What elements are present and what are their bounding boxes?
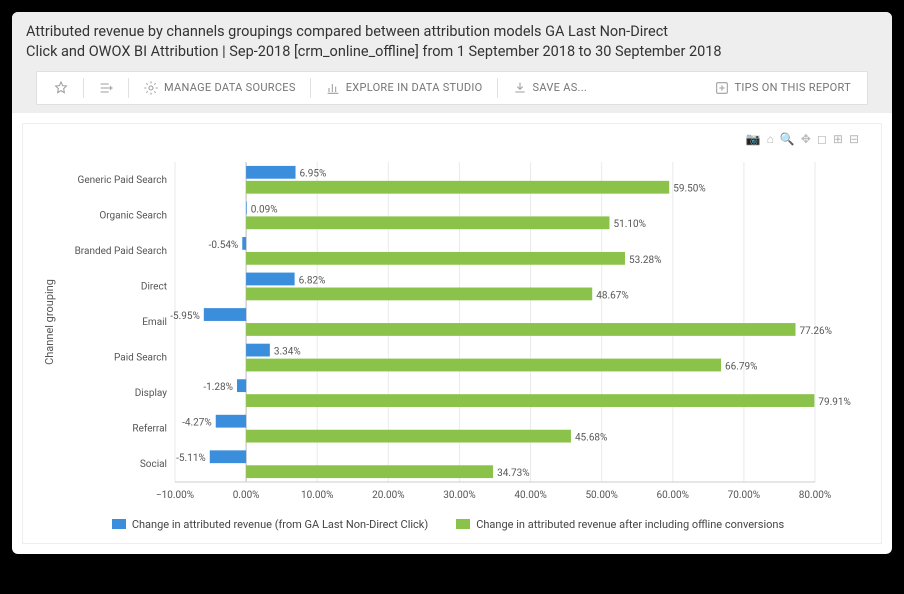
download-icon [512,80,528,96]
svg-text:30.00%: 30.00% [443,490,475,501]
chart-icon [325,80,341,96]
svg-text:50.00%: 50.00% [585,490,617,501]
svg-text:0.00%: 0.00% [233,490,260,501]
svg-text:Channel grouping: Channel grouping [43,279,56,365]
title-line-1: Attributed revenue by channels groupings… [26,22,878,42]
tips-button[interactable]: TIPS ON THIS REPORT [706,76,860,100]
compare-icon [98,80,114,96]
svg-text:Referral: Referral [132,422,167,434]
legend-swatch-1 [112,519,126,529]
legend-label-2: Change in attributed revenue after inclu… [476,518,784,531]
svg-text:51.10%: 51.10% [613,219,645,230]
svg-text:60.00%: 60.00% [657,490,689,501]
compare-button[interactable] [90,76,122,100]
svg-text:Branded Paid Search: Branded Paid Search [75,245,167,256]
zoom-out-icon[interactable]: ⊟ [849,132,859,146]
toolbar-divider [83,78,84,98]
svg-text:53.28%: 53.28% [629,254,661,265]
explore-button[interactable]: EXPLORE IN DATA STUDIO [317,76,491,100]
toolbar-divider [128,78,129,98]
plus-box-icon [714,80,730,96]
svg-text:70.00%: 70.00% [728,490,760,501]
svg-text:20.00%: 20.00% [372,490,404,501]
legend-swatch-2 [456,519,470,529]
svg-text:-1.28%: -1.28% [203,382,233,393]
svg-text:59.50%: 59.50% [673,183,705,194]
svg-text:-4.27%: -4.27% [182,417,212,428]
report-frame: Attributed revenue by channels groupings… [12,12,892,554]
star-button[interactable] [45,76,77,100]
svg-text:34.73%: 34.73% [497,468,529,479]
toolbar-divider [497,78,498,98]
svg-text:40.00%: 40.00% [514,490,546,501]
svg-text:77.26%: 77.26% [800,325,832,336]
report-header: Attributed revenue by channels groupings… [12,12,892,113]
svg-text:45.68%: 45.68% [575,432,607,443]
svg-text:66.79%: 66.79% [725,361,757,372]
svg-text:Social: Social [140,459,167,470]
tips-label: TIPS ON THIS REPORT [735,81,852,94]
svg-text:Direct: Direct [141,281,167,292]
pan-icon[interactable]: ✥ [801,132,811,146]
gear-icon [143,80,159,96]
svg-text:6.82%: 6.82% [299,275,326,286]
svg-text:Email: Email [142,317,167,328]
camera-icon[interactable]: 📷 [746,132,761,146]
toolbar-divider [310,78,311,98]
explore-label: EXPLORE IN DATA STUDIO [346,81,483,94]
zoom-in-icon[interactable]: ⊞ [833,132,843,146]
bar-chart: −10.00% 0.00% 10.00% 20.00% 30.00% 40.00% 50.0… [35,132,855,512]
chart-modebar: 📷 ⌂ 🔍 ✥ ◻ ⊞ ⊟ [746,132,859,146]
star-icon [53,80,69,96]
svg-text:10.00%: 10.00% [301,490,333,501]
legend: Change in attributed revenue (from GA La… [35,512,861,533]
svg-text:79.91%: 79.91% [818,397,850,408]
svg-text:-5.95%: -5.95% [170,311,200,322]
svg-text:6.95%: 6.95% [300,168,327,179]
svg-text:−10.00%: −10.00% [156,490,194,501]
svg-text:80.00%: 80.00% [799,490,831,501]
zoom-icon[interactable]: 🔍 [780,132,795,146]
home-icon[interactable]: ⌂ [767,132,774,146]
manage-label: MANAGE DATA SOURCES [164,81,296,94]
svg-text:Display: Display [135,388,168,399]
select-icon[interactable]: ◻ [817,132,827,146]
legend-item-2[interactable]: Change in attributed revenue after inclu… [456,518,784,531]
chart-panel: 📷 ⌂ 🔍 ✥ ◻ ⊞ ⊟ −10.00% 0.00% 10.00% 20.00% 30… [22,123,882,544]
svg-text:3.34%: 3.34% [274,346,301,357]
svg-text:0.09%: 0.09% [251,204,278,215]
title-line-2: Click and OWOX BI Attribution | Sep-2018… [26,42,878,62]
toolbar: MANAGE DATA SOURCES EXPLORE IN DATA STUD… [36,71,868,105]
save-as-button[interactable]: SAVE AS... [504,76,596,100]
svg-text:Generic Paid Search: Generic Paid Search [78,174,167,185]
svg-text:48.67%: 48.67% [596,290,628,301]
save-label: SAVE AS... [533,81,588,94]
svg-text:Paid Search: Paid Search [114,352,167,363]
svg-text:-5.11%: -5.11% [176,453,206,464]
manage-data-sources-button[interactable]: MANAGE DATA SOURCES [135,76,304,100]
legend-item-1[interactable]: Change in attributed revenue (from GA La… [112,518,428,531]
svg-text:Organic Search: Organic Search [99,210,167,221]
svg-text:-0.54%: -0.54% [209,239,239,250]
legend-label-1: Change in attributed revenue (from GA La… [132,518,428,531]
